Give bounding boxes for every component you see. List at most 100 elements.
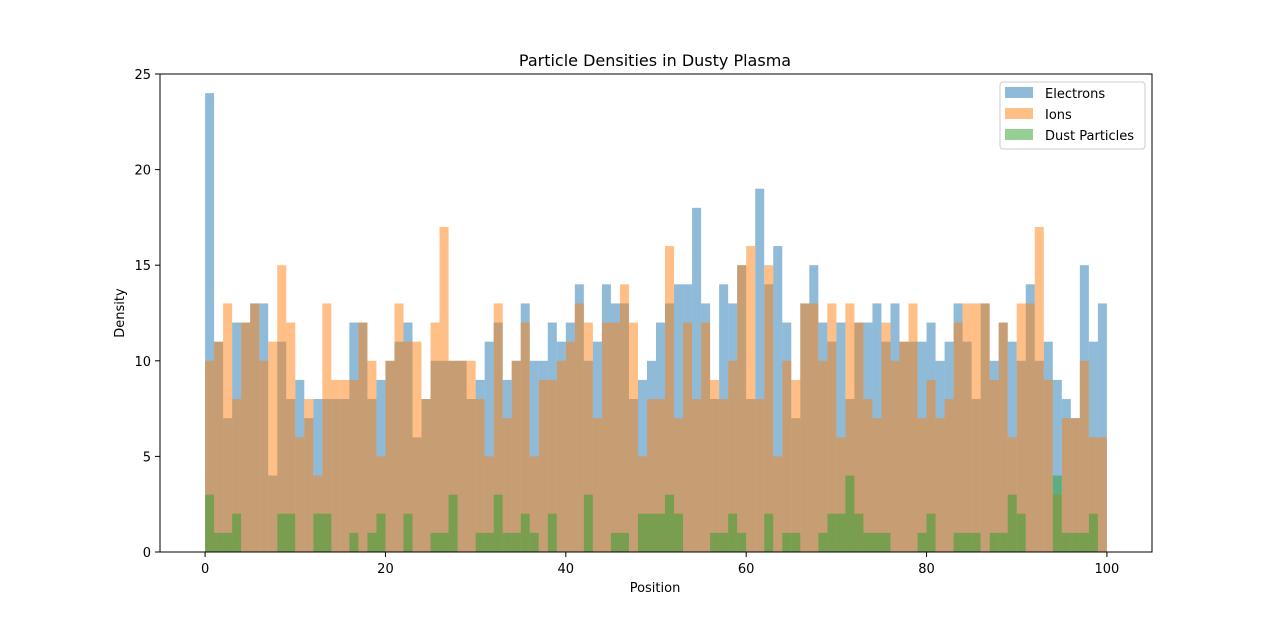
bar (394, 303, 404, 552)
bar (241, 322, 251, 552)
bar (881, 532, 891, 552)
bar (358, 322, 368, 552)
bar (863, 399, 873, 552)
bar (881, 322, 891, 552)
bar (989, 379, 999, 552)
bar (719, 532, 729, 552)
bar (475, 399, 485, 552)
bar (1061, 532, 1071, 552)
bar (854, 513, 864, 552)
bar (917, 532, 927, 552)
bar (791, 379, 801, 552)
bar (637, 513, 647, 552)
bar (998, 322, 1008, 552)
bar (493, 303, 503, 552)
bar (980, 303, 990, 552)
y-tick-label: 15 (134, 259, 151, 274)
bar (547, 513, 557, 552)
bar (331, 379, 341, 552)
bar (529, 456, 539, 552)
bar (755, 399, 765, 552)
bar (1034, 226, 1044, 552)
bar (484, 532, 494, 552)
bar (836, 437, 846, 552)
bar (205, 494, 215, 552)
bar (511, 360, 521, 552)
bar (430, 532, 440, 552)
bar (935, 418, 945, 552)
bar (565, 341, 575, 552)
bars-layer (205, 93, 1107, 553)
bar (710, 379, 720, 552)
bar (367, 360, 377, 552)
chart-title: Particle Densities in Dusty Plasma (519, 51, 791, 70)
bar (1043, 379, 1053, 552)
bar (214, 341, 224, 552)
x-tick-label: 60 (738, 562, 755, 577)
bar (1079, 532, 1089, 552)
bar (439, 532, 449, 552)
bar (502, 532, 512, 552)
x-tick-label: 40 (558, 562, 575, 577)
bar (908, 303, 918, 552)
bar (719, 399, 729, 552)
bar (1007, 494, 1017, 552)
bar (944, 399, 954, 552)
bar (1097, 303, 1107, 552)
bar (1088, 437, 1098, 552)
bar (656, 513, 666, 552)
legend-frame (999, 81, 1146, 150)
x-tick-label: 100 (1094, 562, 1119, 577)
bar (701, 322, 711, 552)
bar (421, 399, 431, 552)
bar (214, 532, 224, 552)
bar (322, 303, 332, 552)
bar (1061, 418, 1071, 552)
bar (953, 322, 963, 552)
bar (412, 341, 422, 552)
series-ions (205, 226, 1107, 552)
bar (448, 360, 458, 552)
bar (484, 456, 494, 552)
bar (286, 322, 296, 552)
legend-swatch (1005, 87, 1033, 98)
bar (1052, 379, 1062, 552)
bar (610, 322, 620, 552)
bar (646, 513, 656, 552)
y-tick-label: 25 (134, 68, 151, 83)
bar (1070, 532, 1080, 552)
y-tick-label: 10 (134, 355, 151, 370)
bar (827, 303, 837, 552)
legend-swatch (1005, 108, 1033, 119)
bar (205, 93, 215, 553)
bar (971, 532, 981, 552)
bar (782, 360, 792, 552)
legend-label: Electrons (1045, 87, 1105, 102)
bar (692, 207, 702, 552)
bar (728, 513, 738, 552)
x-tick-label: 0 (201, 562, 209, 577)
bar (313, 513, 323, 552)
bar (601, 322, 611, 552)
y-tick-label: 5 (143, 450, 151, 465)
bar (872, 532, 882, 552)
bar (295, 437, 305, 552)
bar (683, 322, 693, 552)
legend: Electrons Ions Dust Particles (999, 81, 1146, 150)
bar (710, 532, 720, 552)
bar (385, 360, 395, 552)
plot-frame (159, 73, 1153, 553)
bar (547, 379, 557, 552)
bar (764, 513, 774, 552)
bar (637, 456, 647, 552)
bar (268, 341, 278, 552)
series-dust-particles (205, 475, 1098, 552)
x-tick-label: 80 (918, 562, 935, 577)
bar (286, 513, 296, 552)
bar (403, 513, 413, 552)
bar (367, 532, 377, 552)
bar (1070, 418, 1080, 552)
x-axis-label: Position (630, 581, 681, 596)
bar (665, 246, 675, 552)
bar (232, 513, 242, 552)
